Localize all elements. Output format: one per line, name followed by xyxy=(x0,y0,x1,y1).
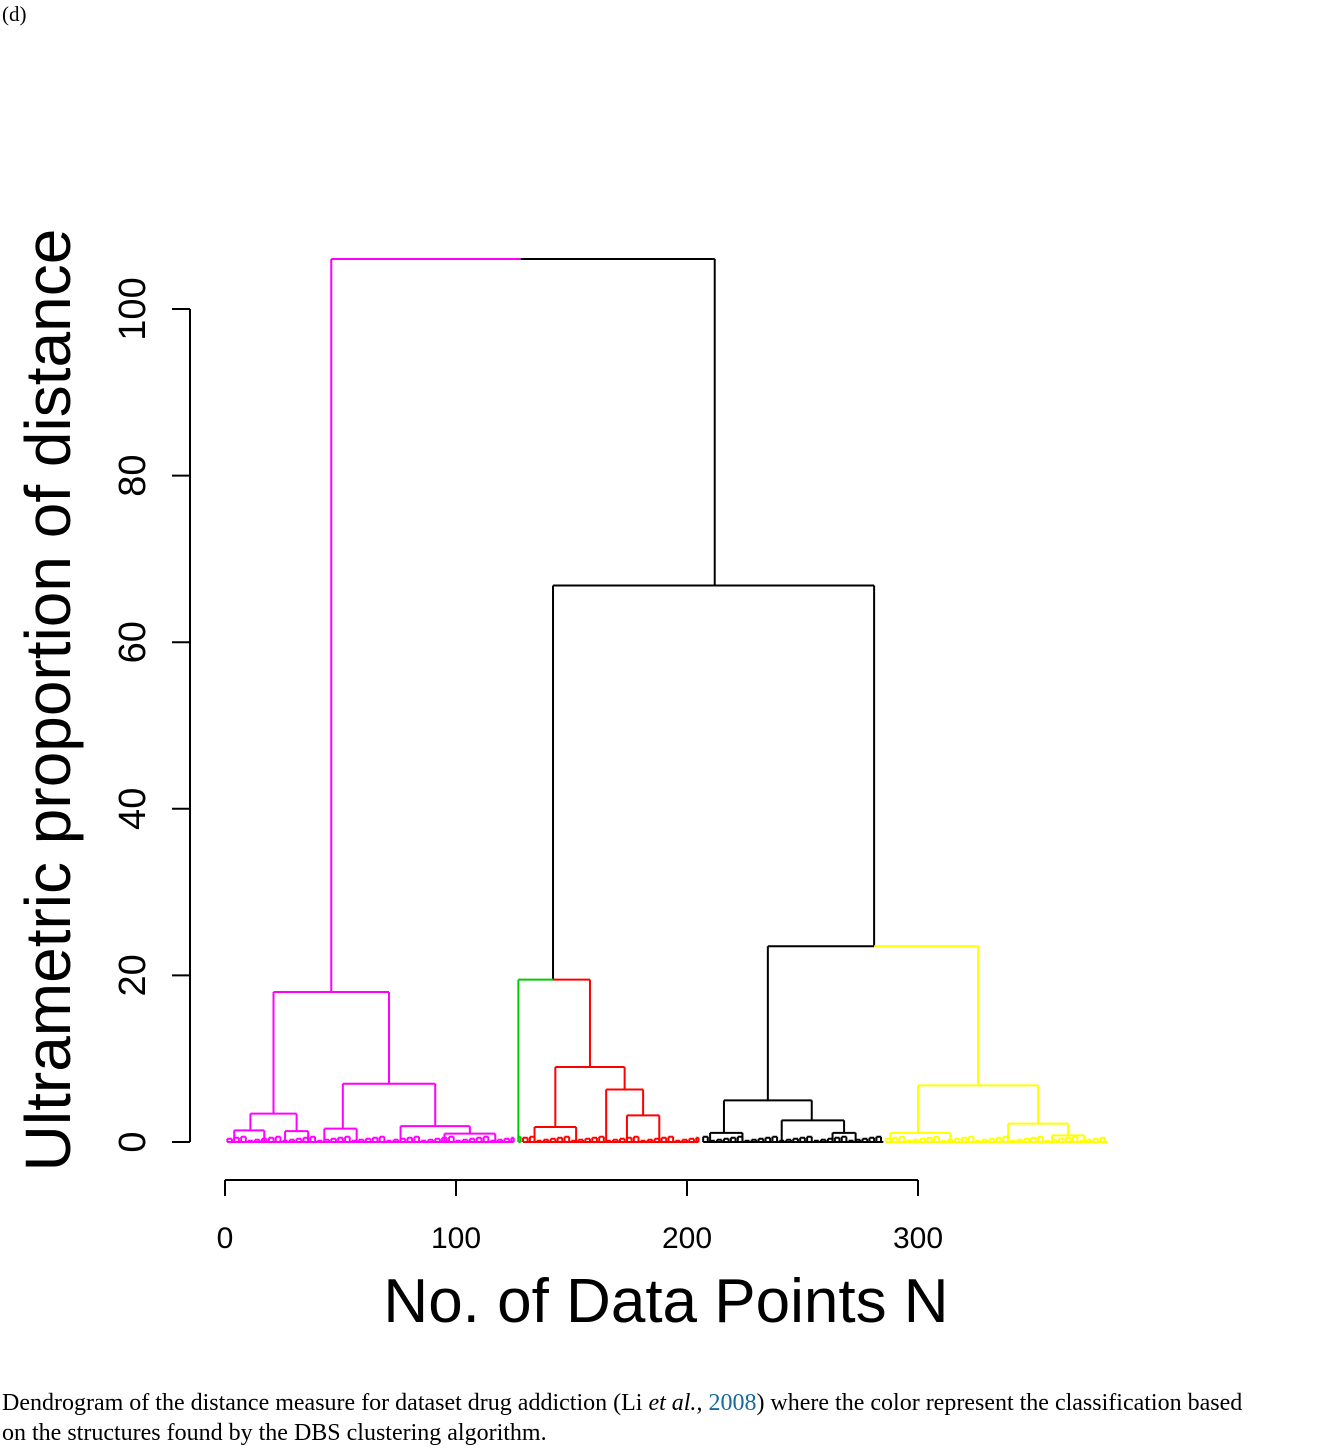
x-axis: 0 100 200 300 xyxy=(217,1179,943,1255)
y-tick-label: 40 xyxy=(112,788,154,830)
y-axis-label: Ultrametric proportion of distance xyxy=(12,229,84,1172)
y-tick-label: 80 xyxy=(112,454,154,496)
y-axis: 0 20 40 60 80 100 xyxy=(112,277,191,1153)
x-tick-label: 100 xyxy=(431,1222,481,1255)
dendrogram-branches xyxy=(226,258,1108,1143)
caption-italic: et al. xyxy=(648,1390,697,1416)
caption-line-2: on the structures found by the DBS clust… xyxy=(2,1420,547,1446)
citation-link[interactable]: 2008 xyxy=(708,1390,757,1416)
y-tick-label: 20 xyxy=(112,954,154,996)
y-tick-label: 60 xyxy=(112,621,154,663)
dendrogram-chart: 0 20 40 60 80 100 0 100 200 300 Ultrametric prop… xyxy=(12,229,1108,1336)
y-tick-label: 0 xyxy=(112,1131,154,1152)
y-tick-label: 100 xyxy=(112,277,154,340)
x-axis-label: No. of Data Points N xyxy=(383,1267,948,1336)
x-tick-label: 200 xyxy=(662,1222,712,1255)
caption-text-start: Dendrogram of the distance measure for d… xyxy=(2,1390,649,1416)
panel-label: (d) xyxy=(2,2,27,26)
x-tick-label: 300 xyxy=(893,1222,943,1255)
caption-comma: , xyxy=(696,1390,709,1416)
x-tick-label: 0 xyxy=(217,1222,234,1255)
caption-text-end: ) where the color represent the classifi… xyxy=(756,1390,1243,1416)
figure-caption: Dendrogram of the distance measure for d… xyxy=(2,1388,1332,1448)
caption-line-1: Dendrogram of the distance measure for d… xyxy=(2,1388,1332,1418)
